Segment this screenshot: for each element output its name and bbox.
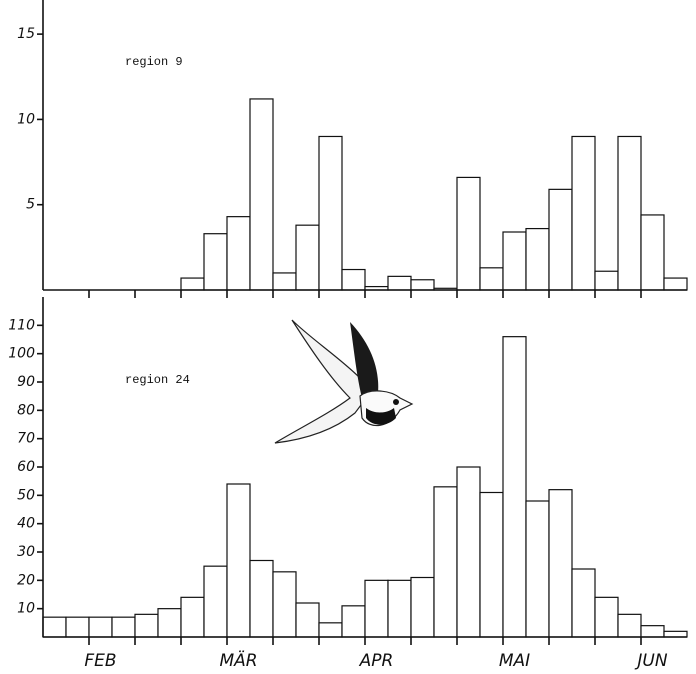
bar xyxy=(249,559,274,638)
bar xyxy=(88,616,113,638)
bar xyxy=(640,214,665,291)
bar xyxy=(318,135,343,291)
bar xyxy=(134,613,159,638)
x-tick-label: MAI xyxy=(499,651,530,671)
y-tick-label: 100 xyxy=(8,346,35,362)
bar xyxy=(663,277,688,291)
bar xyxy=(410,279,435,291)
bar xyxy=(203,233,228,291)
bar xyxy=(663,630,688,638)
bar xyxy=(525,500,550,638)
bar xyxy=(157,608,182,638)
bar xyxy=(571,568,596,638)
bar xyxy=(387,579,412,638)
bar xyxy=(226,216,251,291)
bar xyxy=(502,231,527,291)
bar xyxy=(364,579,389,638)
annotation: region 24 xyxy=(125,373,190,387)
bar xyxy=(525,227,550,291)
bar xyxy=(341,268,366,291)
bar xyxy=(272,272,297,291)
y-tick-label: 5 xyxy=(26,197,35,213)
bar xyxy=(410,576,435,638)
bar xyxy=(295,602,320,638)
bar xyxy=(502,336,527,638)
x-tick-label: APR xyxy=(359,651,394,671)
bar xyxy=(594,270,619,291)
bar xyxy=(479,267,504,291)
bar xyxy=(203,565,228,638)
bar xyxy=(65,616,90,638)
bar xyxy=(111,616,136,638)
x-tick-label: FEB xyxy=(84,651,116,671)
bar xyxy=(617,613,642,638)
bar xyxy=(272,571,297,638)
bar xyxy=(640,625,665,638)
bird xyxy=(274,319,414,444)
annotation: region 9 xyxy=(125,55,183,69)
bar xyxy=(295,224,320,291)
bar xyxy=(433,486,458,638)
bar xyxy=(548,188,573,291)
y-tick-label: 10 xyxy=(17,111,35,127)
bar xyxy=(617,135,642,291)
x-tick-label: MÄR xyxy=(219,650,257,671)
y-tick-label: 90 xyxy=(17,374,35,390)
bar xyxy=(456,176,481,291)
y-tick-label: 40 xyxy=(17,516,35,532)
y-tick-label: 60 xyxy=(17,459,35,475)
x-tick-label: JUN xyxy=(634,651,667,671)
bar xyxy=(594,596,619,638)
bar xyxy=(180,277,205,291)
y-tick-label: 50 xyxy=(17,487,35,503)
y-tick-label: 80 xyxy=(17,402,35,418)
bar xyxy=(548,489,573,638)
y-tick-label: 10 xyxy=(17,601,35,617)
y-tick-label: 70 xyxy=(17,431,35,447)
bar xyxy=(571,135,596,291)
y-tick-label: 30 xyxy=(17,544,35,560)
y-tick-label: 20 xyxy=(17,572,35,588)
bar xyxy=(180,596,205,638)
bar xyxy=(318,622,343,638)
bar xyxy=(456,466,481,638)
y-tick-label: 110 xyxy=(8,317,35,333)
bar xyxy=(226,483,251,638)
bar xyxy=(42,616,67,638)
bar xyxy=(341,605,366,638)
bar xyxy=(479,491,504,638)
bar xyxy=(249,98,274,291)
y-tick-label: 15 xyxy=(17,26,35,42)
bar xyxy=(387,275,412,291)
